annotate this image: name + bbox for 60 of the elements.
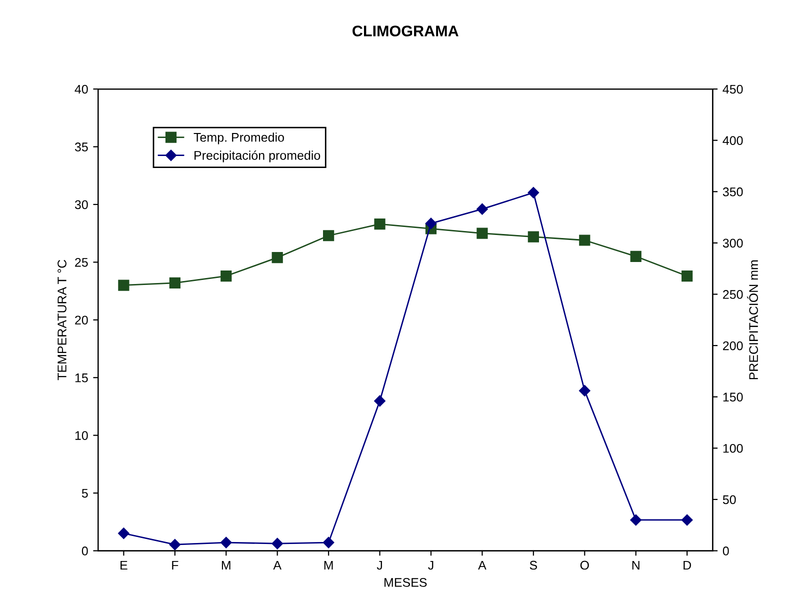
- x-tick-label: J: [376, 560, 382, 570]
- x-tick-label: A: [478, 560, 486, 570]
- point: [528, 231, 539, 242]
- x-tick-label: O: [580, 560, 589, 570]
- point: [681, 514, 693, 526]
- x-tick-label: N: [632, 560, 640, 570]
- y-tick-label: 5: [82, 488, 88, 498]
- point: [528, 187, 540, 198]
- y2-tick-label: 350: [722, 187, 743, 196]
- y2-tick-label: 250: [723, 290, 743, 299]
- point: [118, 528, 130, 539]
- y2-tick-label: 450: [722, 84, 743, 94]
- x-tick-label: S: [530, 560, 538, 570]
- x-tick-label: D: [684, 560, 691, 570]
- point: [272, 538, 283, 550]
- chart-title: CLIMOGRAMA: [352, 26, 458, 36]
- point: [323, 230, 334, 242]
- y2-tick-label: 150: [723, 392, 743, 402]
- legend-label: Temp. Promedio: [194, 132, 284, 144]
- point: [579, 234, 590, 246]
- x-tick-label: E: [120, 560, 128, 570]
- y2-tick-label: 50: [722, 495, 736, 504]
- point: [169, 538, 181, 550]
- point: [579, 385, 590, 396]
- point: [630, 250, 642, 262]
- x-tick-label: M: [324, 560, 333, 570]
- x-tick-label: A: [273, 560, 282, 570]
- y2-tick-label: 400: [722, 136, 743, 145]
- y-tick-label: 10: [75, 431, 88, 440]
- point: [374, 395, 386, 407]
- point: [118, 280, 130, 291]
- y-tick-label: 25: [75, 258, 88, 267]
- point: [630, 514, 642, 526]
- point: [220, 536, 232, 548]
- point: [682, 270, 693, 282]
- y2-tick-label: 100: [723, 444, 743, 453]
- point: [476, 203, 488, 215]
- y2-tick-label: 200: [723, 341, 743, 350]
- y2-axis-title: PRECIPITACIÓN mm: [747, 260, 758, 380]
- point: [476, 228, 488, 239]
- point: [220, 270, 232, 282]
- y2-tick-label: 300: [722, 238, 743, 248]
- x-tick-label: M: [222, 560, 230, 570]
- x-tick-label: J: [428, 560, 434, 570]
- y-tick-label: 20: [75, 316, 88, 325]
- point: [322, 536, 334, 548]
- x-tick-label: F: [172, 560, 178, 570]
- y-tick-label: 0: [82, 546, 88, 556]
- legend-label: Precipitación promedio: [194, 150, 320, 162]
- y2-tick-label: 0: [722, 546, 729, 556]
- y-tick-label: 40: [74, 84, 88, 94]
- point: [374, 218, 386, 230]
- y-tick-label: 30: [74, 200, 88, 210]
- y-tick-label: 15: [75, 374, 88, 382]
- point: [425, 218, 437, 230]
- y-tick-label: 35: [74, 142, 88, 152]
- point: [169, 277, 180, 289]
- x-axis-title: MESES: [384, 578, 427, 587]
- y-axis-title: TEMPERATURA T °C: [58, 260, 66, 380]
- point: [272, 252, 283, 264]
